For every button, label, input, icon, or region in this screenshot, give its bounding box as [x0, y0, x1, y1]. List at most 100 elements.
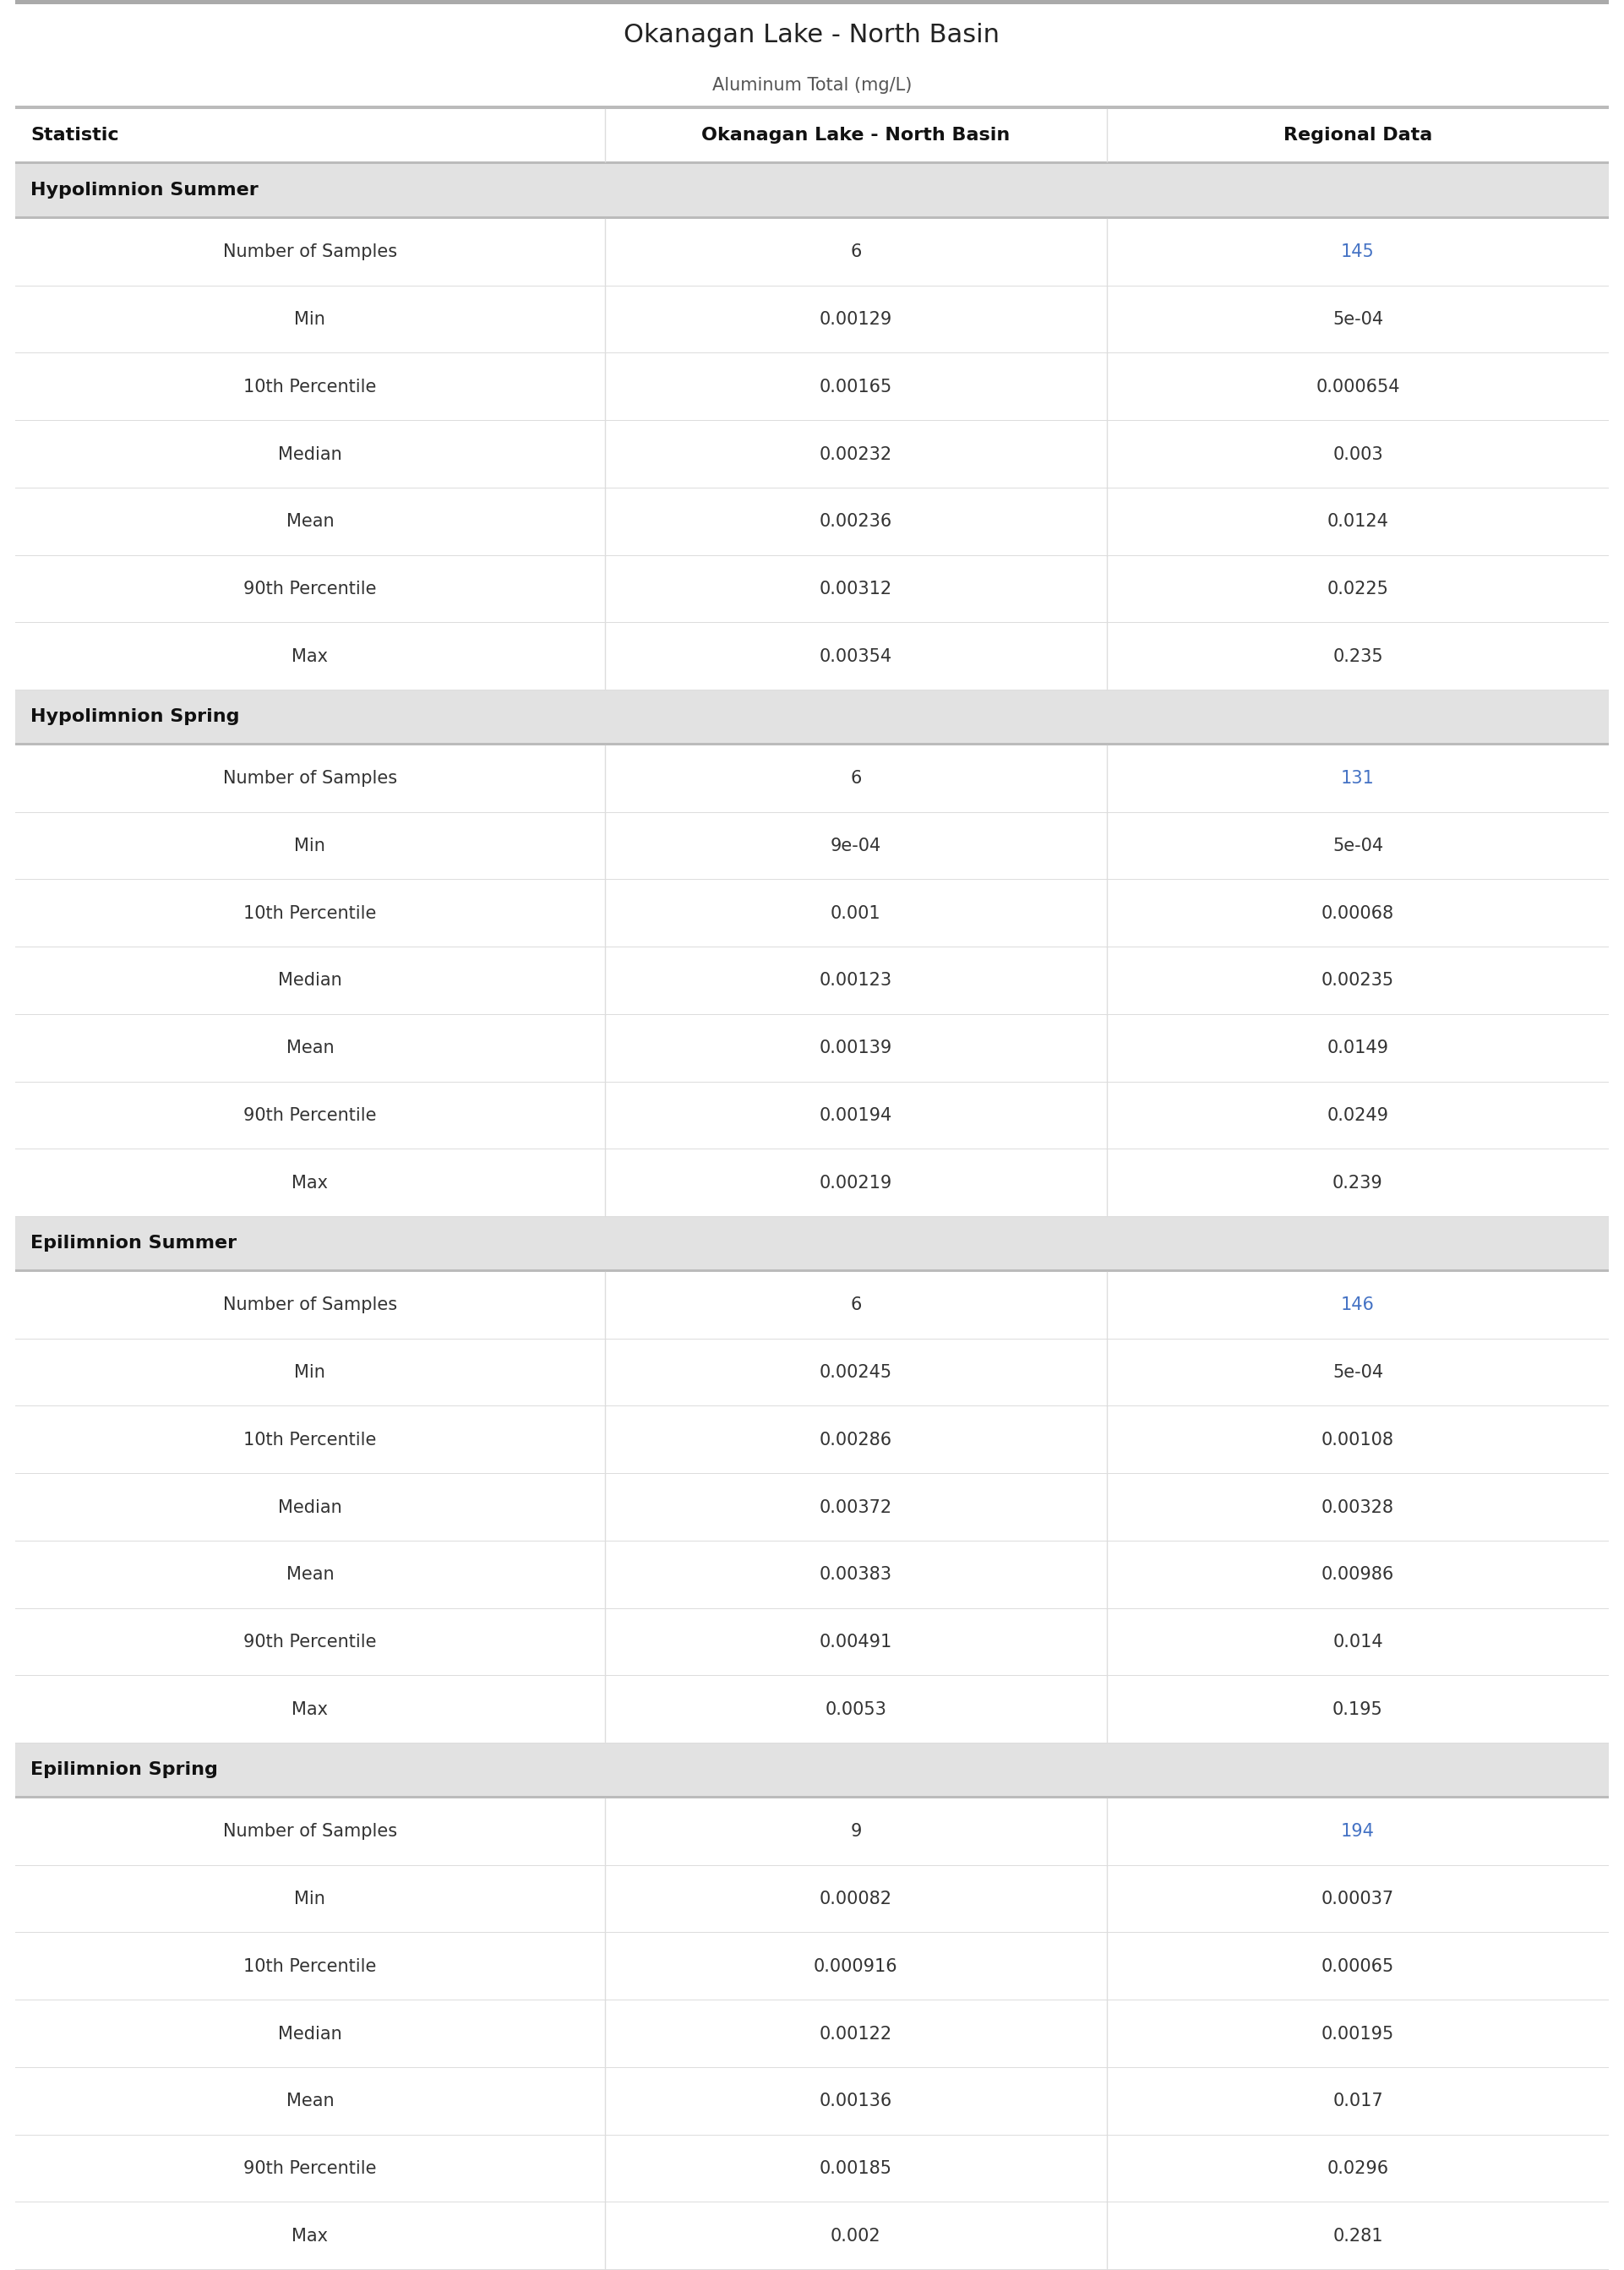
Text: 0.00372: 0.00372 — [820, 1498, 892, 1516]
Text: 6: 6 — [851, 1296, 861, 1314]
Bar — [15, 1675, 1609, 1743]
Bar — [15, 1271, 1609, 1339]
Text: Max: Max — [292, 1174, 328, 1192]
Bar — [15, 1866, 1609, 1932]
Text: 5e-04: 5e-04 — [1332, 1364, 1384, 1380]
Text: Min: Min — [294, 1891, 325, 1907]
Text: Number of Samples: Number of Samples — [222, 770, 398, 788]
Text: 0.002: 0.002 — [830, 2227, 880, 2245]
Text: Min: Min — [294, 311, 325, 327]
Text: 9e-04: 9e-04 — [830, 838, 882, 854]
Text: 0.0149: 0.0149 — [1327, 1040, 1389, 1056]
Text: 0.00383: 0.00383 — [820, 1566, 892, 1582]
Text: 0.00195: 0.00195 — [1322, 2025, 1395, 2043]
Text: 0.0124: 0.0124 — [1327, 513, 1389, 531]
Text: 0.00108: 0.00108 — [1322, 1432, 1393, 1448]
Text: 10th Percentile: 10th Percentile — [244, 379, 377, 395]
Text: 0.0249: 0.0249 — [1327, 1108, 1389, 1124]
Text: Epilimnion Summer: Epilimnion Summer — [31, 1235, 237, 1251]
Bar — [15, 1083, 1609, 1149]
Text: 0.239: 0.239 — [1333, 1174, 1384, 1192]
Bar — [15, 2068, 1609, 2134]
Text: 6: 6 — [851, 243, 861, 261]
Bar — [15, 690, 1609, 742]
Text: 0.00328: 0.00328 — [1322, 1498, 1393, 1516]
Text: 0.00165: 0.00165 — [820, 379, 892, 395]
Bar — [15, 1339, 1609, 1405]
Text: Max: Max — [292, 2227, 328, 2245]
Bar — [15, 742, 1609, 745]
Bar — [15, 881, 1609, 947]
Text: 146: 146 — [1341, 1296, 1374, 1314]
Bar — [15, 354, 1609, 420]
Text: 0.00194: 0.00194 — [820, 1108, 892, 1124]
Text: 0.000916: 0.000916 — [814, 1959, 898, 1975]
Text: 145: 145 — [1341, 243, 1374, 261]
Text: Min: Min — [294, 838, 325, 854]
Text: Regional Data: Regional Data — [1283, 127, 1432, 143]
Text: Number of Samples: Number of Samples — [222, 1823, 398, 1841]
Bar — [15, 163, 1609, 216]
Text: Median: Median — [278, 972, 343, 990]
Text: 0.00185: 0.00185 — [820, 2161, 892, 2177]
Text: 90th Percentile: 90th Percentile — [244, 2161, 377, 2177]
Bar — [15, 107, 1609, 109]
Bar — [15, 1934, 1609, 2000]
Text: 90th Percentile: 90th Percentile — [244, 1634, 377, 1650]
Text: Epilimnion Spring: Epilimnion Spring — [31, 1762, 218, 1777]
Text: Hypolimnion Summer: Hypolimnion Summer — [31, 182, 258, 197]
Text: 10th Percentile: 10th Percentile — [244, 906, 377, 922]
Text: 0.00068: 0.00068 — [1322, 906, 1393, 922]
Bar — [15, 813, 1609, 878]
Bar — [15, 2202, 1609, 2270]
Text: 0.00235: 0.00235 — [1322, 972, 1393, 990]
Bar — [15, 2000, 1609, 2068]
Text: Number of Samples: Number of Samples — [222, 243, 398, 261]
Text: 5e-04: 5e-04 — [1332, 838, 1384, 854]
Bar — [15, 1796, 1609, 1798]
Bar — [15, 1541, 1609, 1607]
Text: 0.281: 0.281 — [1333, 2227, 1384, 2245]
Bar — [15, 216, 1609, 218]
Bar — [15, 1217, 1609, 1269]
Bar — [15, 947, 1609, 1015]
Text: 0.00219: 0.00219 — [820, 1174, 892, 1192]
Text: 0.00037: 0.00037 — [1322, 1891, 1393, 1907]
Text: Mean: Mean — [286, 1040, 335, 1056]
Text: 0.00122: 0.00122 — [820, 2025, 892, 2043]
Text: Mean: Mean — [286, 1566, 335, 1582]
Text: 9: 9 — [851, 1823, 861, 1841]
Text: Mean: Mean — [286, 2093, 335, 2109]
Text: 0.00136: 0.00136 — [820, 2093, 892, 2109]
Text: Max: Max — [292, 647, 328, 665]
Bar — [15, 1798, 1609, 1866]
Text: 10th Percentile: 10th Percentile — [244, 1432, 377, 1448]
Bar — [15, 286, 1609, 352]
Text: Min: Min — [294, 1364, 325, 1380]
Text: Max: Max — [292, 1700, 328, 1718]
Text: 0.0296: 0.0296 — [1327, 2161, 1389, 2177]
Text: 0.00354: 0.00354 — [820, 647, 892, 665]
Text: 0.017: 0.017 — [1333, 2093, 1384, 2109]
Text: 0.00286: 0.00286 — [820, 1432, 892, 1448]
Bar — [15, 1743, 1609, 1796]
Text: 0.000654: 0.000654 — [1315, 379, 1400, 395]
Text: Statistic: Statistic — [31, 127, 119, 143]
Text: 0.195: 0.195 — [1333, 1700, 1384, 1718]
Text: Number of Samples: Number of Samples — [222, 1296, 398, 1314]
Text: Median: Median — [278, 1498, 343, 1516]
Text: 0.00065: 0.00065 — [1322, 1959, 1395, 1975]
Text: 0.001: 0.001 — [830, 906, 880, 922]
Text: 0.00139: 0.00139 — [820, 1040, 892, 1056]
Text: Median: Median — [278, 445, 343, 463]
Text: Aluminum Total (mg/L): Aluminum Total (mg/L) — [713, 77, 911, 93]
Text: 0.00986: 0.00986 — [1322, 1566, 1395, 1582]
Bar — [15, 745, 1609, 813]
Text: 5e-04: 5e-04 — [1332, 311, 1384, 327]
Text: 0.235: 0.235 — [1333, 647, 1384, 665]
Bar — [15, 622, 1609, 690]
Bar — [15, 218, 1609, 286]
Bar — [15, 1269, 1609, 1271]
Text: 6: 6 — [851, 770, 861, 788]
Bar — [15, 1473, 1609, 1541]
